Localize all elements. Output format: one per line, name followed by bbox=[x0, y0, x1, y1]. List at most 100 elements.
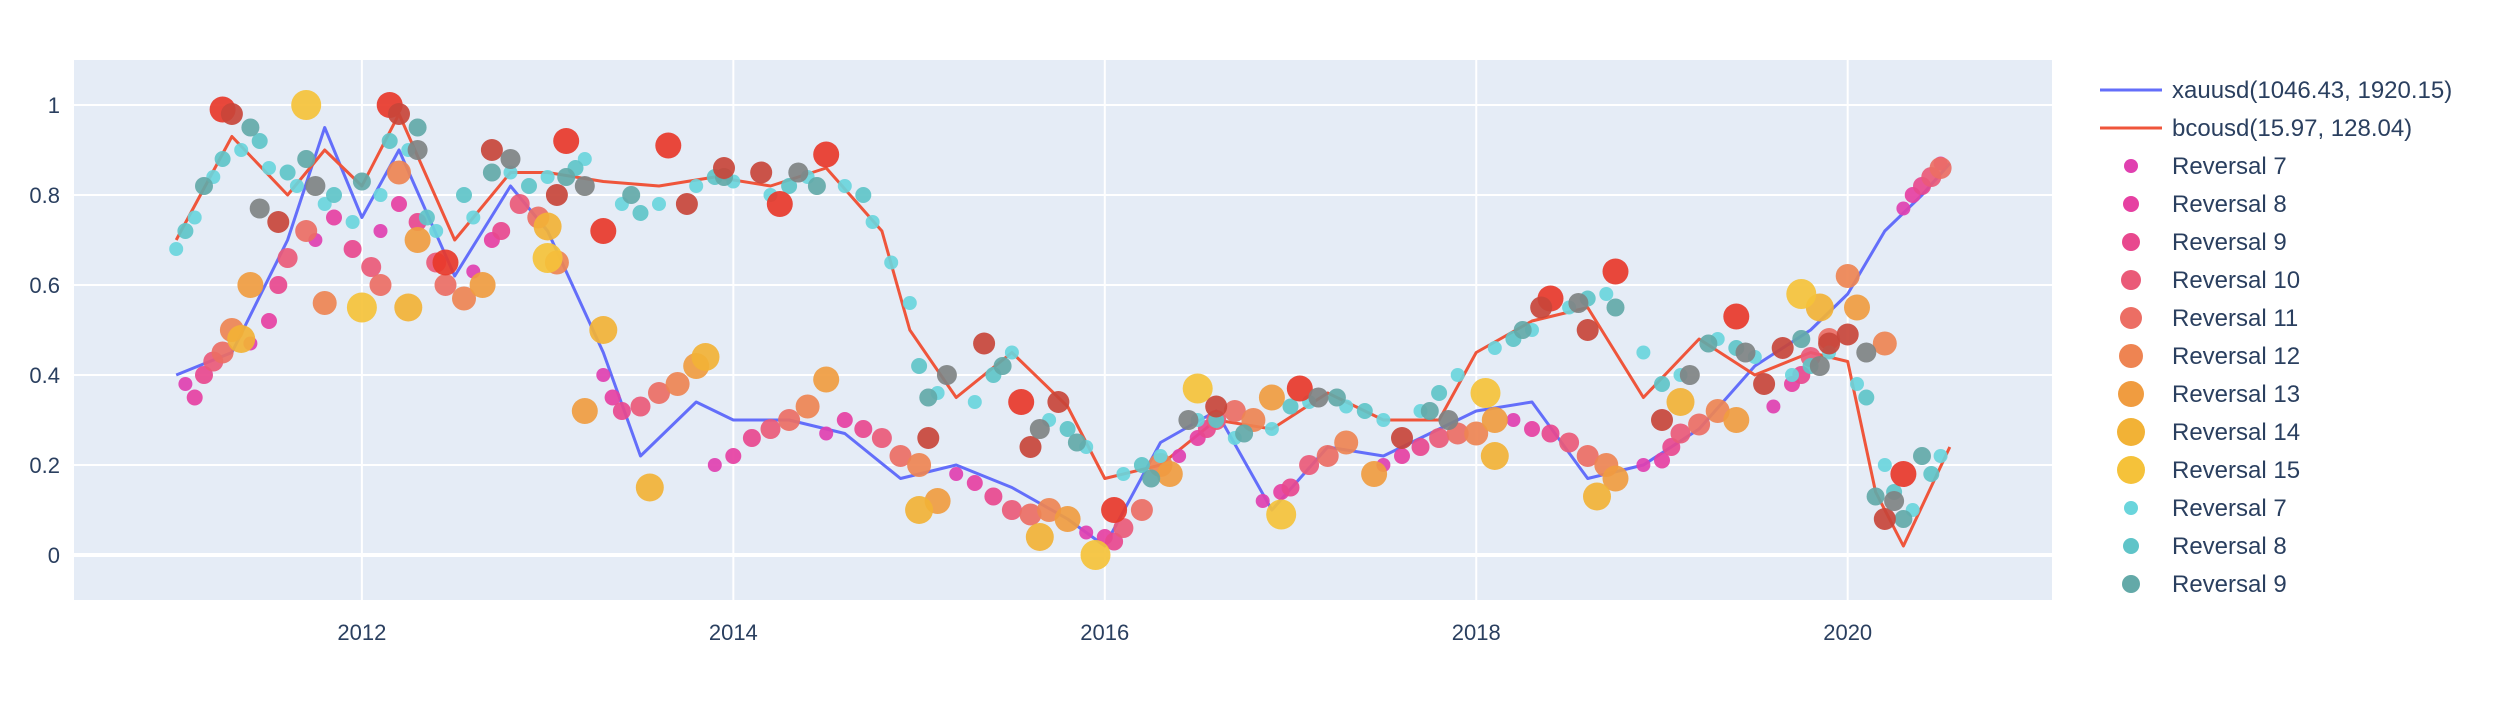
data-point bbox=[1856, 342, 1877, 363]
data-point bbox=[1559, 432, 1580, 453]
legend-item[interactable]: Reversal 13 bbox=[2118, 381, 2300, 408]
data-point bbox=[480, 139, 503, 161]
data-point bbox=[1067, 433, 1086, 452]
data-point bbox=[1933, 449, 1948, 463]
data-point bbox=[884, 255, 899, 270]
data-point bbox=[911, 358, 928, 374]
legend-item[interactable]: Reversal 9 bbox=[2122, 571, 2287, 598]
data-point bbox=[1923, 466, 1940, 482]
data-point bbox=[813, 366, 840, 393]
legend-label: xauusd(1046.43, 1920.15) bbox=[2172, 77, 2452, 104]
data-point bbox=[326, 187, 342, 203]
data-point bbox=[1308, 387, 1329, 408]
data-point bbox=[387, 160, 411, 185]
axis-tick-labels: 2012 2014 2016 2018 2020 0 0.2 0.4 0.6 0.8 1 bbox=[29, 93, 1872, 645]
data-point bbox=[855, 187, 872, 203]
data-point bbox=[1438, 410, 1459, 430]
data-point bbox=[1844, 294, 1870, 321]
data-point bbox=[214, 151, 231, 167]
data-point bbox=[1890, 461, 1917, 487]
data-point bbox=[675, 193, 698, 215]
data-point bbox=[1327, 388, 1346, 407]
data-point bbox=[418, 209, 435, 226]
grid-lines bbox=[74, 60, 2052, 600]
data-point bbox=[1654, 452, 1670, 469]
data-point bbox=[1316, 445, 1339, 467]
data-point bbox=[905, 496, 934, 524]
data-point bbox=[503, 165, 518, 180]
data-point bbox=[1282, 398, 1299, 415]
data-point bbox=[1723, 303, 1750, 330]
data-point bbox=[297, 150, 316, 168]
legend[interactable]: xauusd(1046.43, 1920.15) bcousd(15.97, 12… bbox=[2100, 77, 2452, 598]
x-tick-label: 2018 bbox=[1452, 620, 1501, 645]
legend-item[interactable]: Reversal 7 bbox=[2124, 495, 2287, 522]
legend-item[interactable]: Reversal 15 bbox=[2117, 456, 2300, 484]
data-point bbox=[1470, 378, 1501, 408]
data-point bbox=[1583, 482, 1611, 511]
legend-label: Reversal 11 bbox=[2172, 305, 2298, 332]
data-point bbox=[635, 473, 664, 502]
data-point bbox=[1113, 518, 1134, 538]
data-point bbox=[1792, 330, 1811, 348]
legend-item[interactable]: Reversal 12 bbox=[2119, 343, 2300, 370]
y-tick-label: 0.4 bbox=[29, 363, 60, 388]
series-15 bbox=[220, 103, 1896, 530]
legend-marker-swatch bbox=[2122, 233, 2140, 251]
data-point bbox=[1606, 298, 1625, 317]
data-point bbox=[967, 395, 982, 409]
data-point bbox=[195, 366, 213, 384]
data-point bbox=[1264, 422, 1279, 436]
data-point bbox=[1019, 503, 1042, 526]
data-point bbox=[482, 163, 501, 182]
data-point bbox=[707, 458, 722, 472]
data-point bbox=[612, 402, 631, 420]
data-point bbox=[1047, 391, 1070, 413]
legend-item[interactable]: Reversal 8 bbox=[2123, 191, 2287, 218]
data-point bbox=[237, 272, 264, 298]
data-point bbox=[1019, 436, 1042, 458]
legend-item[interactable]: Reversal 8 bbox=[2123, 533, 2287, 560]
legend-label: Reversal 8 bbox=[2172, 191, 2287, 218]
legend-item[interactable]: Reversal 9 bbox=[2122, 229, 2287, 256]
data-point bbox=[352, 172, 371, 191]
data-point bbox=[1688, 413, 1711, 436]
legend-item[interactable]: xauusd(1046.43, 1920.15) bbox=[2100, 77, 2452, 104]
data-point bbox=[369, 274, 392, 296]
data-point bbox=[177, 223, 194, 239]
legend-marker-swatch bbox=[2121, 270, 2141, 290]
data-point bbox=[1153, 449, 1168, 463]
data-point bbox=[589, 316, 618, 344]
data-point bbox=[262, 161, 276, 175]
data-point bbox=[404, 227, 431, 253]
data-point bbox=[760, 419, 781, 439]
data-point bbox=[1004, 345, 1019, 360]
data-point bbox=[1530, 296, 1553, 319]
data-point bbox=[1818, 332, 1841, 355]
data-point bbox=[1420, 402, 1439, 420]
legend-item[interactable]: Reversal 7 bbox=[2124, 153, 2287, 180]
legend-item[interactable]: bcousd(15.97, 128.04) bbox=[2100, 115, 2412, 142]
data-point bbox=[766, 191, 793, 217]
legend-item[interactable]: Reversal 10 bbox=[2121, 267, 2300, 294]
legend-item[interactable]: Reversal 11 bbox=[2120, 305, 2298, 332]
legend-label: Reversal 12 bbox=[2172, 343, 2300, 370]
data-point bbox=[854, 420, 873, 438]
data-point bbox=[630, 396, 651, 417]
data-point bbox=[865, 215, 880, 229]
data-point bbox=[326, 209, 342, 226]
data-point bbox=[429, 224, 444, 238]
data-point bbox=[725, 448, 742, 464]
data-point bbox=[1651, 409, 1673, 431]
data-point bbox=[394, 293, 423, 322]
x-tick-label: 2020 bbox=[1823, 620, 1872, 645]
legend-item[interactable]: Reversal 14 bbox=[2117, 418, 2300, 446]
data-point bbox=[1182, 373, 1213, 404]
data-point bbox=[545, 184, 568, 206]
data-point bbox=[993, 357, 1012, 375]
data-point bbox=[1054, 506, 1081, 532]
data-point bbox=[1266, 499, 1297, 530]
data-point bbox=[391, 196, 407, 212]
legend-label: Reversal 9 bbox=[2172, 229, 2287, 256]
